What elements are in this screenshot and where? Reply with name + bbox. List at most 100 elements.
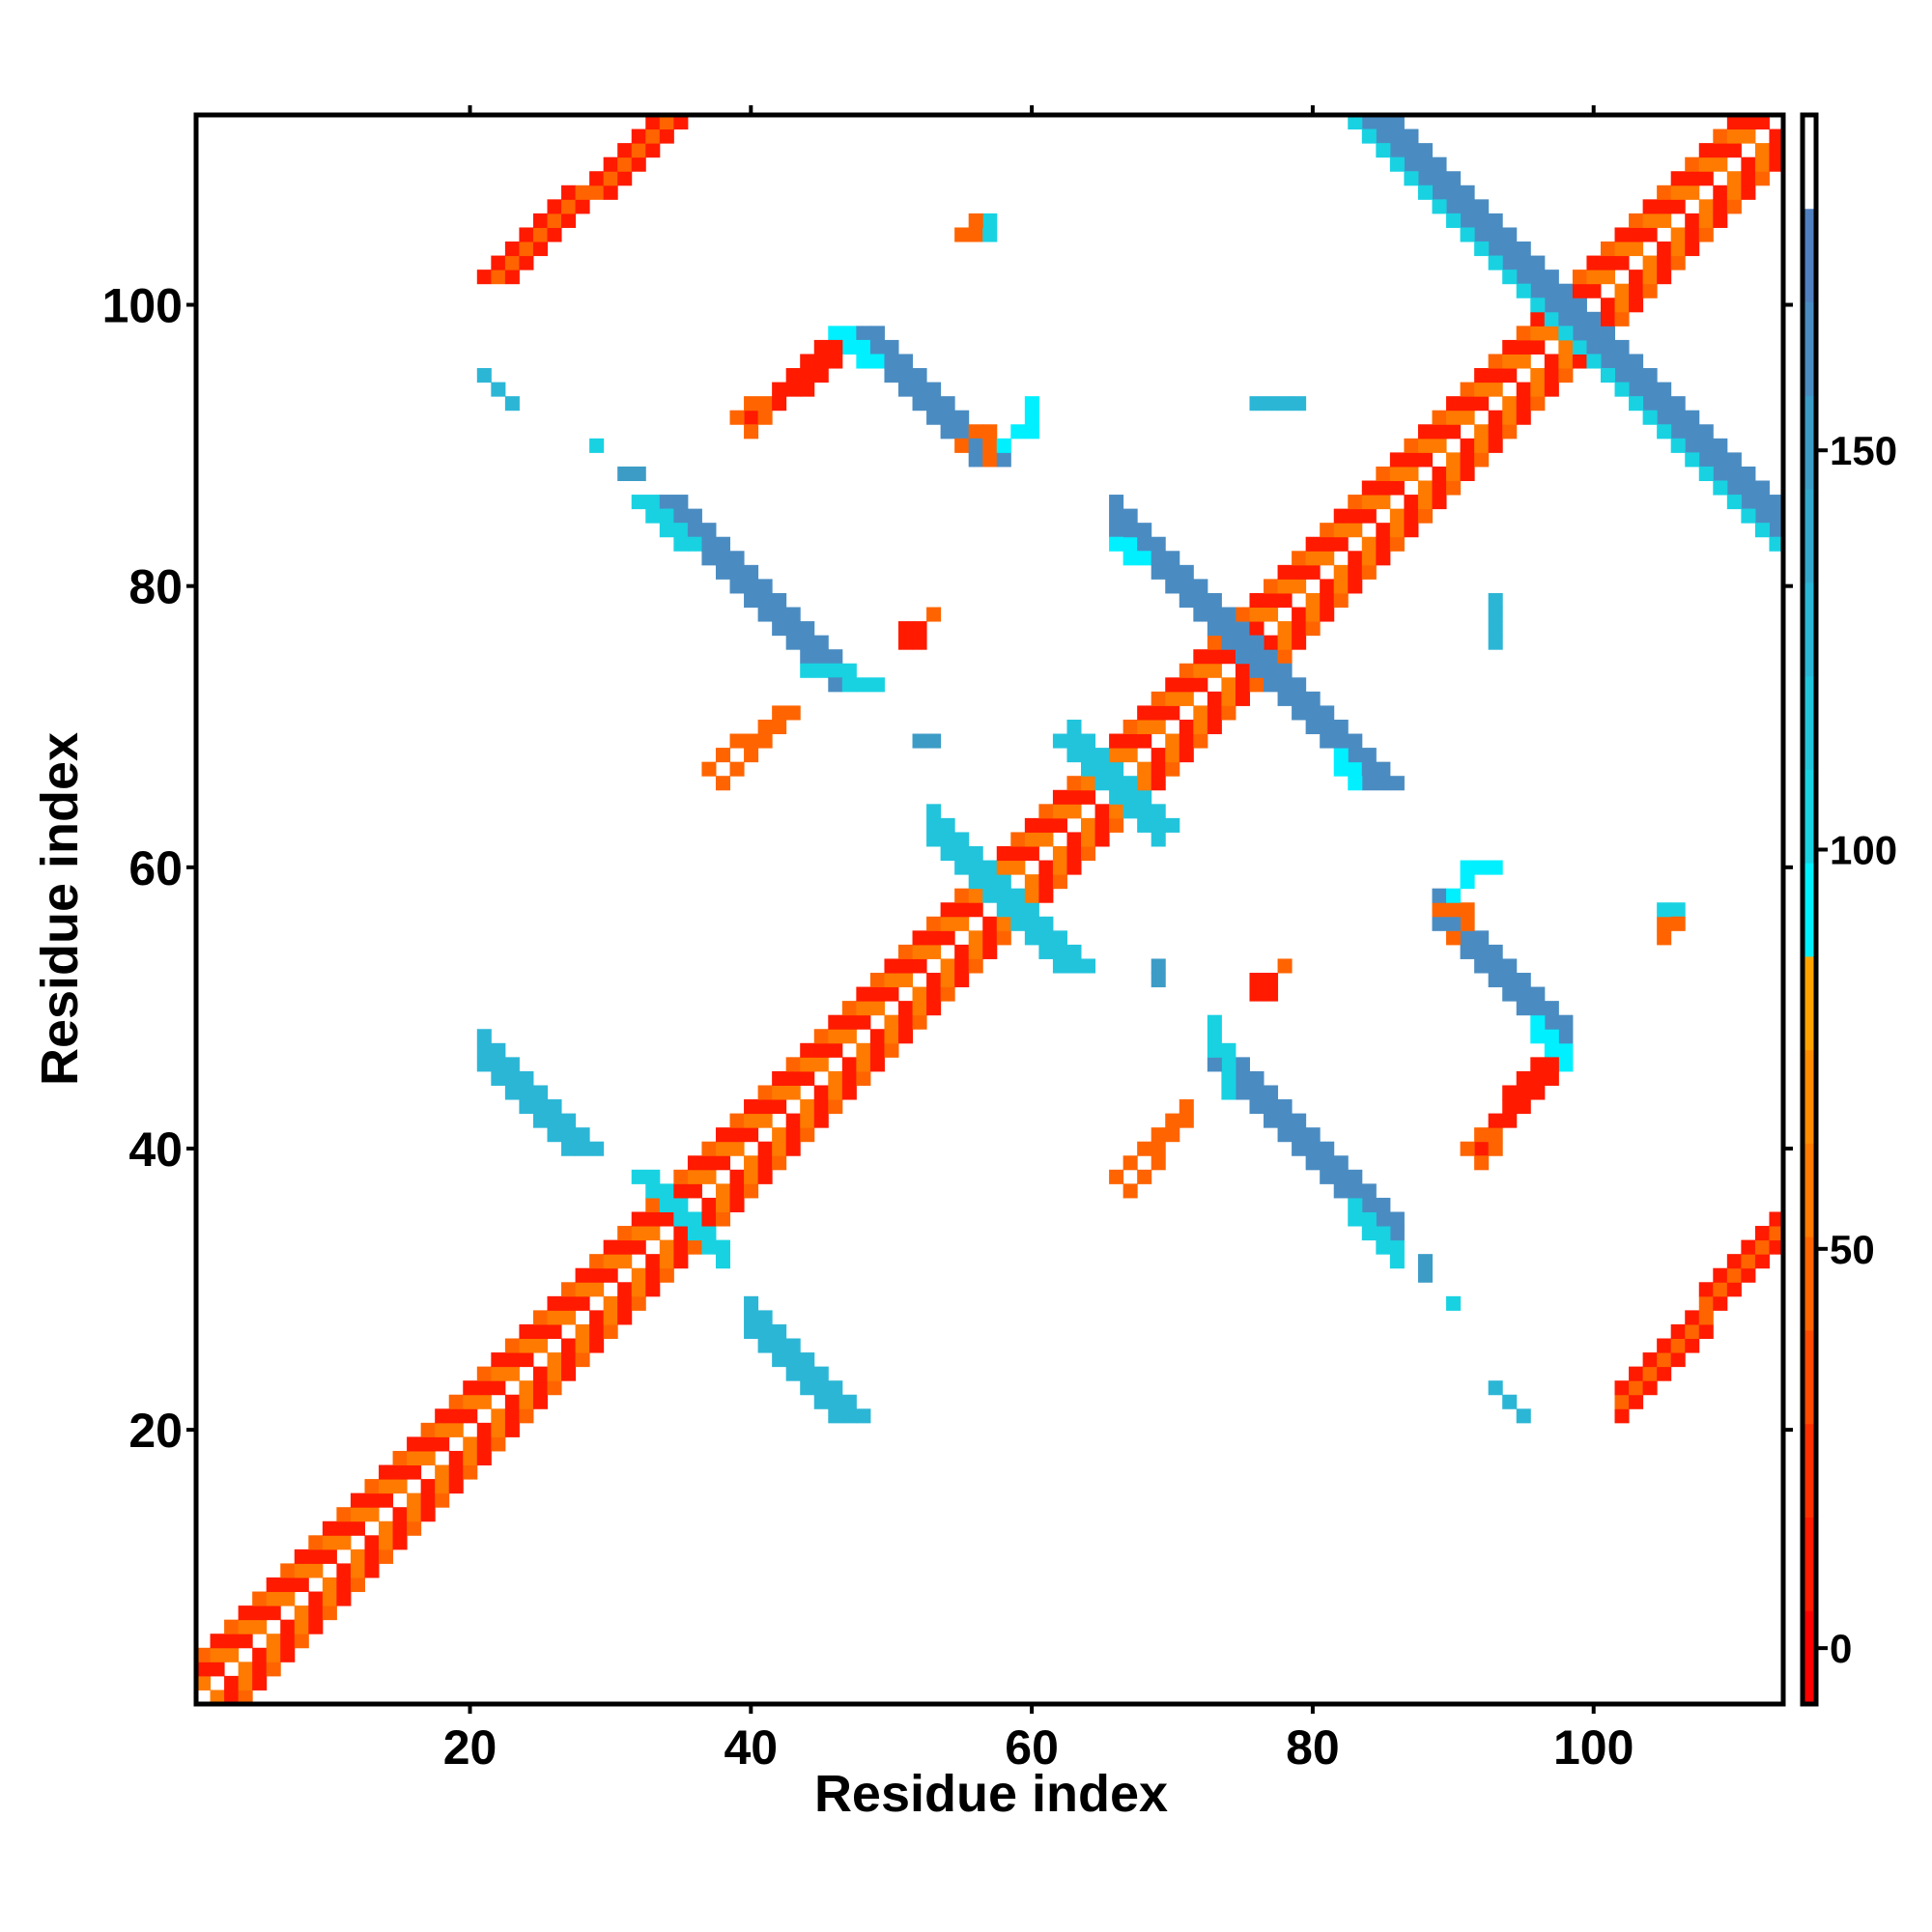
- heatmap-cell: [1629, 368, 1644, 384]
- heatmap-cell: [1530, 298, 1546, 313]
- heatmap-cell: [1629, 396, 1644, 412]
- heatmap-cell: [772, 1127, 787, 1143]
- heatmap-cell: [1432, 171, 1447, 186]
- heatmap-cell: [772, 1085, 787, 1100]
- heatmap-cell: [617, 1282, 633, 1297]
- heatmap-cell: [617, 466, 633, 481]
- heatmap-cell: [1446, 410, 1462, 425]
- heatmap-cell: [884, 339, 899, 355]
- heatmap-cell: [252, 1675, 268, 1690]
- heatmap-cell: [1333, 1183, 1349, 1199]
- heatmap-cell: [1376, 480, 1391, 496]
- heatmap-cell: [897, 635, 914, 650]
- heatmap-cell: [1713, 1267, 1728, 1283]
- heatmap-cell: [1600, 242, 1616, 257]
- heatmap-cell: [1741, 466, 1756, 481]
- heatmap-cell: [1558, 354, 1574, 369]
- heatmap-cell: [1460, 396, 1475, 412]
- heatmap-cell: [954, 845, 970, 862]
- heatmap-cell: [1713, 1295, 1728, 1311]
- heatmap-cell: [1460, 452, 1475, 468]
- heatmap-cell: [1586, 326, 1602, 341]
- heatmap-cell: [589, 1282, 605, 1297]
- heatmap-cell: [841, 1394, 857, 1409]
- heatmap-cell: [1670, 1323, 1686, 1340]
- heatmap-cell: [603, 156, 618, 172]
- heatmap-cell: [224, 1690, 240, 1705]
- heatmap-cell: [238, 1675, 253, 1690]
- x-tick-label: 60: [1005, 1720, 1059, 1775]
- heatmap-cell: [1151, 776, 1166, 791]
- heatmap-cell: [982, 438, 998, 453]
- heatmap-cell: [491, 255, 506, 270]
- heatmap-cell: [1122, 719, 1138, 735]
- heatmap-cell: [1221, 705, 1236, 721]
- heatmap-cell: [631, 466, 646, 481]
- heatmap-cell: [1361, 761, 1377, 777]
- heatmap-cell: [1122, 523, 1138, 538]
- heatmap-cell: [1726, 1282, 1742, 1297]
- heatmap-cell: [294, 1563, 309, 1578]
- heatmap-cell: [701, 1226, 717, 1241]
- heatmap-cell: [1670, 1338, 1686, 1353]
- heatmap-cell: [1277, 663, 1293, 678]
- heatmap-cell: [1629, 1380, 1644, 1396]
- heatmap-cell: [673, 495, 689, 510]
- heatmap-cell: [1614, 1408, 1630, 1424]
- heatmap-cell: [1685, 171, 1700, 186]
- heatmap-cell: [785, 705, 801, 721]
- heatmap-cell: [1629, 270, 1644, 285]
- heatmap-cell: [266, 1591, 281, 1606]
- heatmap-cell: [476, 1042, 492, 1058]
- plot-frame: [193, 112, 1786, 1707]
- heatmap-cell: [1389, 508, 1405, 524]
- heatmap-cell: [1698, 1282, 1714, 1297]
- heatmap-cell: [1165, 1127, 1180, 1143]
- heatmap-cell: [1488, 1380, 1503, 1396]
- heatmap-cell: [869, 354, 885, 369]
- y-tick-label: 100: [102, 279, 183, 333]
- heatmap-cell: [785, 1085, 801, 1100]
- heatmap-cell: [238, 1690, 253, 1705]
- heatmap-cell: [856, 986, 871, 1002]
- heatmap-cell: [1122, 551, 1138, 566]
- heatmap-cell: [1474, 424, 1490, 440]
- heatmap-cell: [1600, 326, 1616, 341]
- heatmap-cell: [884, 958, 899, 974]
- heatmap-cell: [1586, 354, 1602, 369]
- heatmap-cell: [491, 1422, 506, 1437]
- heatmap-cell: [336, 1507, 352, 1522]
- heatmap-cell: [757, 1155, 773, 1171]
- heatmap-cell: [1446, 916, 1462, 931]
- heatmap-cell: [547, 1127, 562, 1143]
- heatmap-cell: [1488, 410, 1503, 425]
- heatmap-cell: [1277, 635, 1293, 650]
- heatmap-cell: [532, 1085, 548, 1100]
- x-tick-label: 20: [443, 1720, 497, 1775]
- heatmap-cell: [1292, 1113, 1307, 1128]
- heatmap-cell: [673, 508, 689, 524]
- heatmap-cell: [491, 1436, 506, 1452]
- heatmap-cell: [828, 326, 843, 341]
- heatmap-cell: [1333, 536, 1349, 552]
- heatmap-cell: [491, 1352, 506, 1368]
- heatmap-cell: [1446, 1295, 1462, 1311]
- colorbar-bin: [1803, 115, 1816, 210]
- colorbar-tick-label: 50: [1830, 1227, 1875, 1272]
- heatmap-cell: [982, 213, 998, 228]
- heatmap-cell: [785, 1366, 801, 1381]
- heatmap-cell: [519, 1070, 534, 1086]
- heatmap-cell: [1221, 1057, 1236, 1072]
- heatmap-cell: [1109, 748, 1124, 763]
- heatmap-cell: [1264, 635, 1279, 650]
- heatmap-cell: [772, 621, 787, 637]
- heatmap-cell: [926, 944, 942, 959]
- heatmap-cell: [1530, 986, 1546, 1002]
- heatmap-cell: [631, 156, 646, 172]
- heatmap-cell: [1474, 382, 1490, 397]
- heatmap-cell: [1137, 817, 1152, 833]
- heatmap-cell: [800, 382, 815, 397]
- heatmap-cell: [729, 564, 745, 580]
- heatmap-cell: [1264, 986, 1279, 1002]
- heatmap-cell: [1558, 368, 1574, 384]
